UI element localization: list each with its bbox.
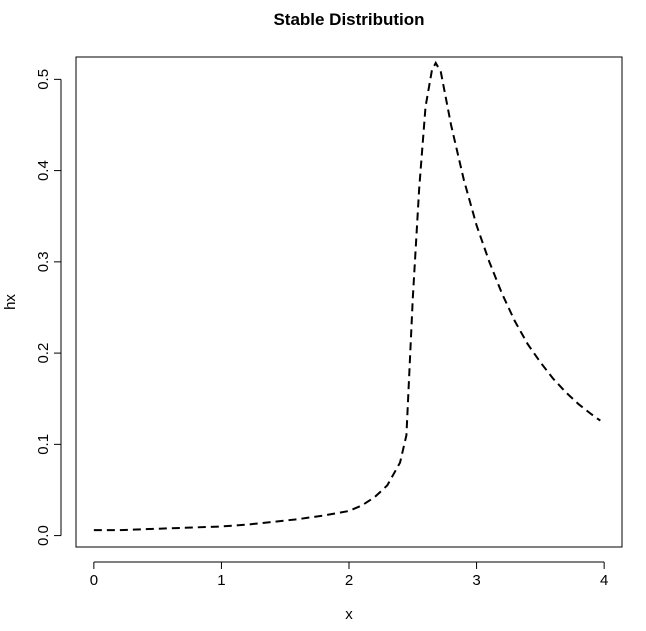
x-axis-label: x	[345, 606, 353, 623]
y-axis: 0.0 0.1 0.2 0.3 0.4 0.5	[35, 69, 62, 546]
y-tick-label: 0.2	[35, 343, 52, 364]
series-group	[93, 60, 601, 532]
x-axis: 0 1 2 3 4	[90, 561, 608, 589]
y-tick-label: 0.1	[35, 434, 52, 455]
y-tick-label: 0.3	[35, 251, 52, 272]
series-line	[93, 60, 601, 532]
chart-title: Stable Distribution	[273, 10, 424, 29]
x-tick-label: 2	[345, 572, 353, 589]
x-tick-label: 0	[90, 572, 98, 589]
plot-frame	[75, 56, 623, 548]
y-tick-label: 0.4	[35, 160, 52, 181]
y-tick-label: 0.5	[35, 69, 52, 90]
x-tick-label: 1	[217, 572, 225, 589]
x-tick-label: 3	[472, 572, 480, 589]
y-axis-label: hx	[2, 294, 19, 310]
y-tick-label: 0.0	[35, 525, 52, 546]
x-tick-label: 4	[600, 572, 608, 589]
